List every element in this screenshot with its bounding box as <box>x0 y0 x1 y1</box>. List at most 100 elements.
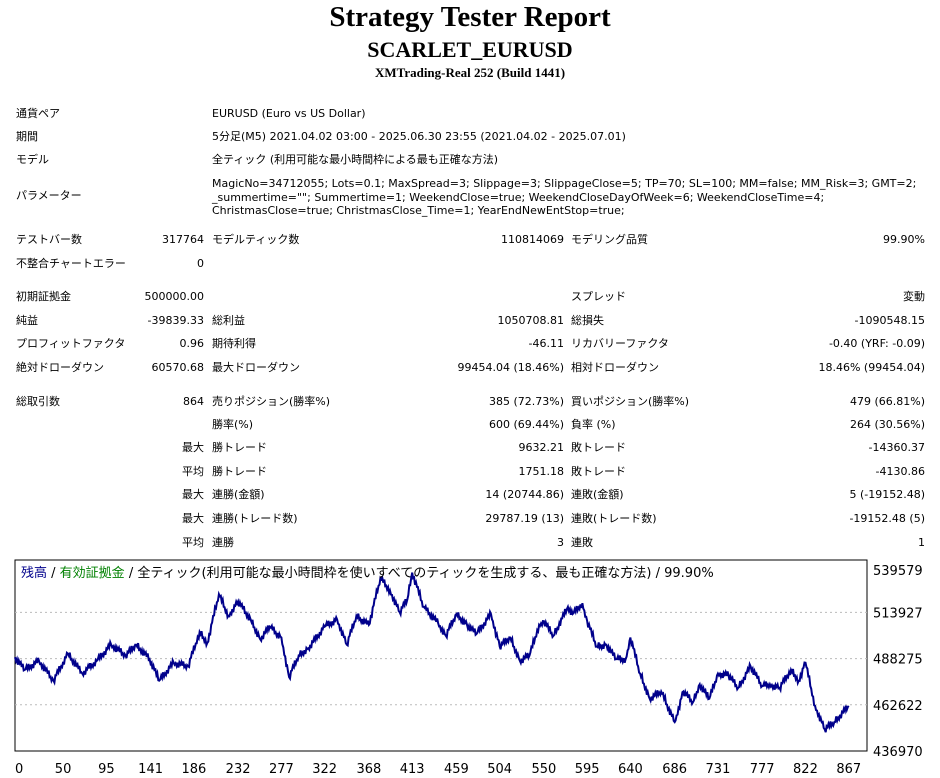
win-rate-value: 600 (69.44%) <box>488 418 564 431</box>
avg-win-label: 勝トレード <box>212 465 267 478</box>
abs-drawdown-label: 絶対ドローダウン <box>16 361 104 374</box>
avg-cons-prefix: 平均 <box>182 536 204 549</box>
legend-balance: 残高 <box>21 565 47 581</box>
y-tick-label: 488275 <box>873 653 923 668</box>
loss-rate-label: 負率 (%) <box>571 418 616 431</box>
deposit-value: 500000.00 <box>144 290 205 303</box>
net-profit-value: -39839.33 <box>147 314 204 327</box>
legend-equity: 有効証拠金 <box>60 565 125 581</box>
avg-loss-label: 敗トレード <box>571 465 626 478</box>
legend-sep: / <box>47 566 60 581</box>
x-tick-label: 322 <box>312 762 337 775</box>
long-positions-label: 買いポジション(勝率%) <box>571 395 690 408</box>
x-tick-label: 822 <box>793 762 818 775</box>
plot-frame <box>14 559 868 752</box>
avg-cons-losses-label: 連敗 <box>571 536 593 549</box>
quality-value: 99.90% <box>883 233 925 246</box>
params-value: MagicNo=34712055; Lots=0.1; MaxSpread=3;… <box>212 177 917 217</box>
gross-profit-label: 総利益 <box>212 314 245 327</box>
max-cons-prefix: 最大 <box>182 488 204 501</box>
avg-cons-wins-value: 3 <box>557 536 564 549</box>
symbol-label: 通貨ペア <box>16 107 60 120</box>
x-tick-label: 640 <box>618 762 643 775</box>
symbol-value: EURUSD (Euro vs US Dollar) <box>212 107 366 120</box>
x-tick-label: 0 <box>15 762 23 775</box>
short-positions-value: 385 (72.73%) <box>488 395 564 408</box>
spread-value: 変動 <box>903 290 925 303</box>
profit-factor-label: プロフィットファクタ <box>16 337 126 350</box>
max-cons-count-prefix: 最大 <box>182 512 204 525</box>
ticks-value: 110814069 <box>501 233 564 246</box>
x-tick-label: 686 <box>662 762 687 775</box>
avg-win-value: 1751.18 <box>518 465 565 478</box>
profit-factor-value: 0.96 <box>179 337 205 350</box>
max-drawdown-label: 最大ドローダウン <box>212 361 300 374</box>
loss-rate-value: 264 (30.56%) <box>849 418 925 431</box>
largest-loss-label: 敗トレード <box>571 441 626 454</box>
x-tick-label: 186 <box>181 762 206 775</box>
largest-loss-value: -14360.37 <box>868 441 925 454</box>
expected-payoff-value: -46.11 <box>528 337 564 350</box>
max-cons-loss-label: 連敗(トレード数) <box>571 512 657 525</box>
legend-rest: / 全ティック(利用可能な最小時間枠を使いすべてのティックを生成する、最も正確な… <box>125 565 714 581</box>
x-tick-label: 867 <box>836 762 861 775</box>
total-trades-label: 総取引数 <box>16 395 60 408</box>
x-tick-label: 95 <box>98 762 115 775</box>
bars-value: 317764 <box>162 233 204 246</box>
max-cons-losses-label: 連敗(金額) <box>571 488 624 501</box>
x-tick-label: 731 <box>706 762 731 775</box>
max-drawdown-value: 99454.04 (18.46%) <box>457 361 564 374</box>
abs-drawdown-value: 60570.68 <box>151 361 205 374</box>
recovery-factor-label: リカバリーファクタ <box>571 337 669 350</box>
rel-drawdown-label: 相対ドローダウン <box>571 361 659 374</box>
avg-cons-losses-value: 1 <box>918 536 925 549</box>
gross-loss-value: -1090548.15 <box>854 314 925 327</box>
ea-name: SCARLET_EURUSD <box>367 37 573 62</box>
long-positions-value: 479 (66.81%) <box>849 395 925 408</box>
balance-chart: 539579 513927 488275 462622 436970 0 50 95 141 1… <box>14 559 923 775</box>
short-positions-label: 売りポジション(勝率%) <box>212 395 331 408</box>
x-tick-label: 368 <box>356 762 381 775</box>
y-tick-label: 539579 <box>873 564 923 579</box>
x-tick-label: 459 <box>444 762 469 775</box>
gross-loss-label: 総損失 <box>571 314 604 327</box>
mismatch-value: 0 <box>197 257 204 270</box>
expected-payoff-label: 期待利得 <box>212 337 256 350</box>
max-cons-loss-value: -19152.48 (5) <box>849 512 925 525</box>
x-tick-label: 595 <box>575 762 600 775</box>
average-prefix: 平均 <box>182 465 204 478</box>
model-label: モデル <box>16 153 49 166</box>
y-tick-label: 436970 <box>873 745 923 760</box>
x-tick-label: 504 <box>487 762 512 775</box>
model-value: 全ティック (利用可能な最小時間枠による最も正確な方法) <box>212 153 499 166</box>
quality-label: モデリング品質 <box>571 233 648 246</box>
params-label: パラメーター <box>16 189 82 202</box>
x-tick-label: 413 <box>400 762 425 775</box>
period-value: 5分足(M5) 2021.04.02 03:00 - 2025.06.30 23… <box>212 130 626 143</box>
x-tick-label: 277 <box>269 762 294 775</box>
bars-label: テストバー数 <box>16 233 82 246</box>
x-tick-label: 777 <box>750 762 775 775</box>
server-build: XMTrading-Real 252 (Build 1441) <box>374 65 566 80</box>
largest-win-label: 勝トレード <box>212 441 267 454</box>
gross-profit-value: 1050708.81 <box>497 314 564 327</box>
period-label: 期間 <box>16 130 38 143</box>
x-tick-label: 141 <box>138 762 163 775</box>
ticks-label: モデルティック数 <box>212 233 300 246</box>
recovery-factor-value: -0.40 (YRF: -0.09) <box>828 337 925 350</box>
max-cons-losses-value: 5 (-19152.48) <box>849 488 925 501</box>
max-cons-wins-value: 14 (20744.86) <box>485 488 564 501</box>
total-trades-value: 864 <box>183 395 204 408</box>
avg-loss-value: -4130.86 <box>875 465 925 478</box>
x-tick-label: 232 <box>226 762 251 775</box>
rel-drawdown-value: 18.46% (99454.04) <box>818 361 925 374</box>
x-tick-label: 50 <box>55 762 72 775</box>
balance-line <box>14 572 850 733</box>
deposit-label: 初期証拠金 <box>16 290 71 303</box>
y-tick-label: 513927 <box>873 606 923 621</box>
largest-win-value: 9632.21 <box>518 441 565 454</box>
max-cons-profit-label: 連勝(トレード数) <box>212 512 298 525</box>
win-rate-label: 勝率(%) <box>212 418 254 431</box>
report-title: Strategy Tester Report <box>329 1 611 33</box>
chart-legend: 残高 / 有効証拠金 / 全ティック(利用可能な最小時間枠を使いすべてのティック… <box>21 565 714 581</box>
